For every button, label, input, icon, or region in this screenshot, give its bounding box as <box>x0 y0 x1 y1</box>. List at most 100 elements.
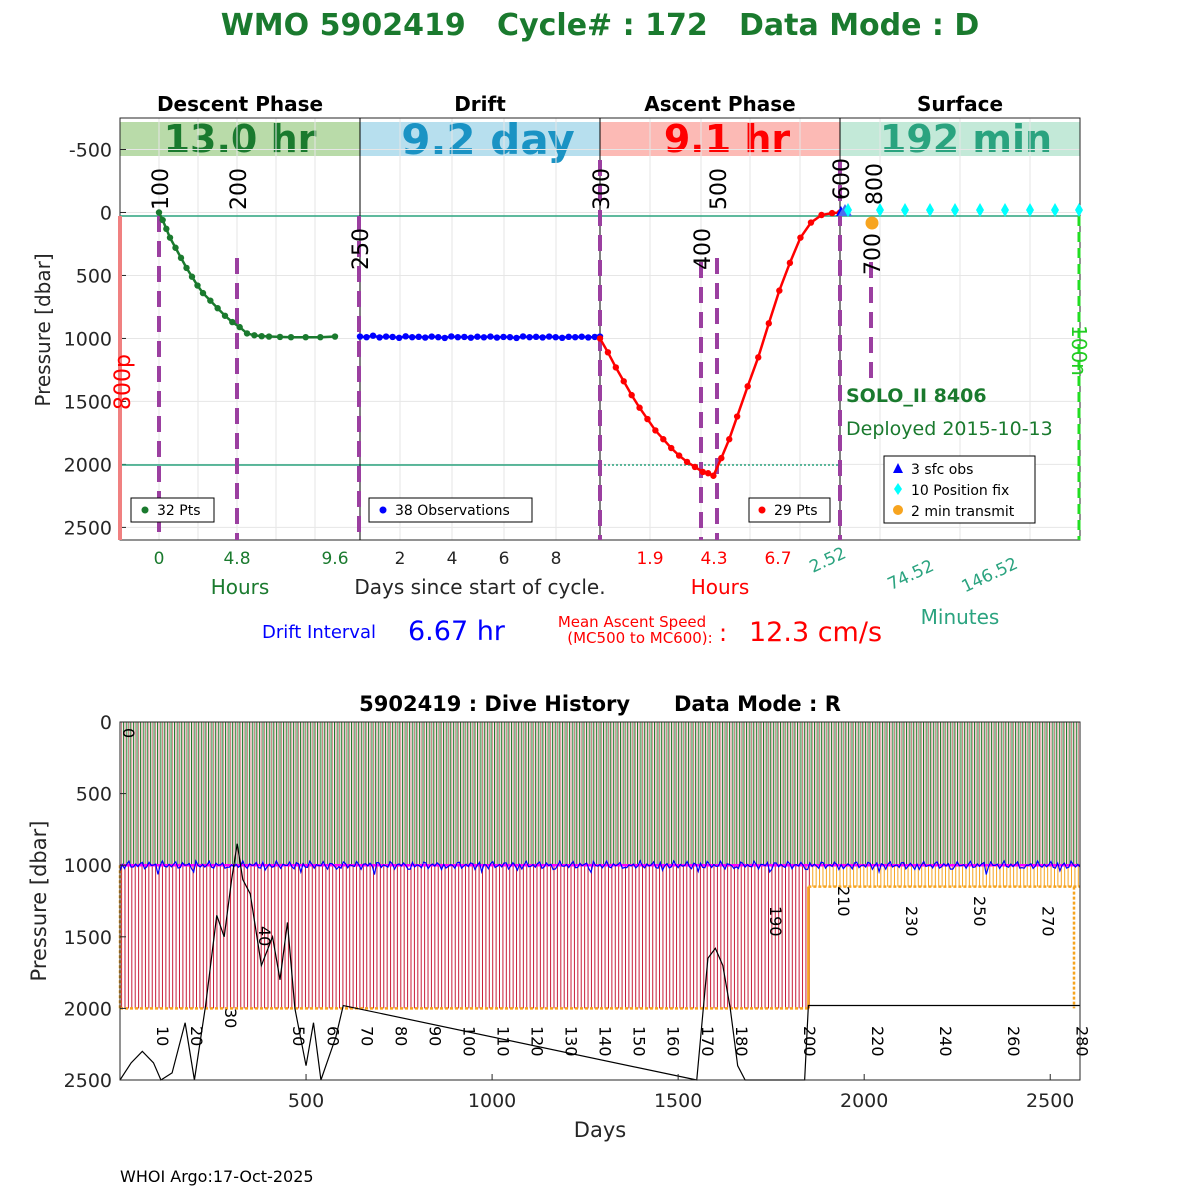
descent-point <box>331 333 339 340</box>
top-y-axis-label: Pressure [dbar] <box>31 253 55 406</box>
drift-x-tick-label: 4 <box>447 549 458 569</box>
cycle-label: 40 <box>255 926 274 946</box>
surface-markers <box>836 203 1083 230</box>
ascent-point <box>765 320 772 327</box>
descent-x-tick-label: 9.6 <box>321 549 348 569</box>
ascent-speed-value: 12.3 cm/s <box>749 617 882 648</box>
top-y-tick-label: 1000 <box>64 328 112 350</box>
drift-point <box>519 333 527 340</box>
cycle-label: 20 <box>187 1026 206 1046</box>
sfc-obs-legend-marker <box>893 463 903 473</box>
ascent-point <box>786 259 794 267</box>
cycle-label: 30 <box>221 1008 240 1028</box>
top-series <box>155 209 844 479</box>
bottom-x-tick-label: 500 <box>288 1090 324 1112</box>
surface-x-tick-label: 2.52 <box>807 543 850 577</box>
drift-point <box>461 333 468 341</box>
descent-phase-heading: Descent Phase <box>157 92 323 116</box>
ascent-point <box>733 413 741 420</box>
ascent-point <box>652 427 659 434</box>
drift-point <box>532 333 540 341</box>
drift-point <box>448 333 455 340</box>
drift-point <box>539 334 546 341</box>
drift-point <box>585 334 592 341</box>
cycle-label: 240 <box>936 1026 955 1057</box>
drift-point <box>428 333 435 340</box>
drift-x-tick-label: 6 <box>499 549 510 569</box>
descent-point <box>188 273 196 280</box>
position-fix-marker <box>926 203 934 217</box>
descent-point <box>166 234 174 241</box>
dive-history-profiles <box>119 722 1079 1009</box>
cycle-label: 230 <box>902 906 921 937</box>
surface-legend: 3 sfc obs 10 Position fix 2 min transmit <box>883 455 1036 524</box>
bottom-y-tick-label: 2000 <box>64 998 112 1020</box>
cycle-label: 190 <box>766 906 785 937</box>
bottom-x-tick-label: 2000 <box>840 1090 888 1112</box>
ascent-point <box>699 468 707 476</box>
descent-x-tick-label: 0 <box>154 549 165 569</box>
top-y-tick-label: 2000 <box>64 454 112 476</box>
drift-point <box>408 333 416 341</box>
mc200-label: 200 <box>227 168 252 210</box>
descent-legend-label: 32 Pts <box>157 503 201 519</box>
ascent-x-tick-label: 6.7 <box>764 549 791 569</box>
drift-x-tick-label: 2 <box>395 549 406 569</box>
figure-title: WMO 5902419 Cycle# : 172 Data Mode : D <box>221 8 980 43</box>
top-y-tick-label: 0 <box>100 202 112 224</box>
drift-legend-label: 38 Observations <box>395 503 510 519</box>
bottom-y-tick-label: 500 <box>76 784 112 806</box>
ascent-speed-label-1: Mean Ascent Speed <box>558 613 706 631</box>
drift-point <box>395 334 403 342</box>
drift-interval-value: 6.67 hr <box>408 616 506 647</box>
descent-point <box>229 318 236 326</box>
descent-point <box>199 289 207 297</box>
drift-point <box>565 333 572 341</box>
bottom-y-axis-label: Pressure [dbar] <box>27 821 51 982</box>
surface-x-tick-label: 146.52 <box>959 554 1021 597</box>
descent-legend: 32 Pts <box>130 497 215 523</box>
mission-code-markers <box>157 160 873 540</box>
drift-point <box>435 333 442 341</box>
ascent-point <box>604 349 612 356</box>
cycle-label: 180 <box>732 1026 751 1057</box>
ascent-legend-marker <box>758 506 766 514</box>
ascent-point <box>744 383 751 390</box>
descent-point <box>287 333 295 341</box>
ascent-point <box>797 234 804 241</box>
drift-point <box>591 333 598 341</box>
ascent-point <box>718 454 725 462</box>
drift-point <box>441 334 448 342</box>
cycle-label: 70 <box>357 1026 376 1046</box>
sfc-obs-legend-label: 3 sfc obs <box>911 462 973 478</box>
descent-point <box>221 312 229 319</box>
drift-pressure-series <box>119 859 1081 875</box>
ascent-point <box>636 404 643 411</box>
bottom-y-tick-label: 0 <box>100 712 112 734</box>
ascent-hours-label: Hours <box>691 575 750 599</box>
top-y-tick-label: 2500 <box>64 517 112 539</box>
float-name: SOLO_II 8406 <box>846 385 987 407</box>
mc500-label: 500 <box>707 168 732 210</box>
ascent-legend-label: 29 Pts <box>774 503 818 519</box>
drift-point <box>382 333 390 340</box>
drift-duration: 9.2 day <box>401 115 575 164</box>
cycle-labels: 0 10 20 30 40 50 60 70 80 90 100 110 120 130 140 150 160… <box>119 728 1091 1057</box>
ascent-phase-heading: Ascent Phase <box>644 92 795 116</box>
drift-point <box>513 334 520 342</box>
position-fix-marker <box>1001 203 1009 217</box>
ascent-point <box>668 444 675 452</box>
deployed-date: Deployed 2015-10-13 <box>846 418 1053 440</box>
cycle-label: 150 <box>630 1026 649 1057</box>
ascent-point <box>660 436 667 443</box>
drift-legend: 38 Observations <box>368 497 533 523</box>
descent-point <box>194 282 201 289</box>
drift-point <box>422 334 429 341</box>
bottom-y-tick-label: 2500 <box>64 1070 112 1092</box>
cycle-label: 200 <box>800 1026 819 1057</box>
ascent-point <box>628 391 635 399</box>
cycle-label: 250 <box>970 896 989 927</box>
descent-x-tick-label: 4.8 <box>223 549 250 569</box>
mc800-label: 800 <box>863 163 888 205</box>
